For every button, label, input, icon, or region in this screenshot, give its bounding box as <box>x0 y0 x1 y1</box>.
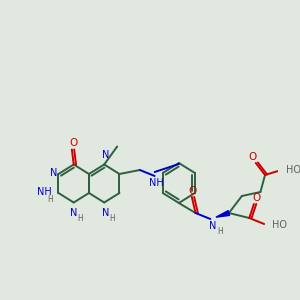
Text: NH: NH <box>149 178 164 188</box>
Text: HO: HO <box>272 220 287 230</box>
Text: N: N <box>209 221 217 231</box>
Text: H: H <box>77 214 83 223</box>
Text: N: N <box>102 151 110 160</box>
Text: O: O <box>248 152 256 162</box>
Text: NH: NH <box>37 187 52 197</box>
Polygon shape <box>216 211 230 217</box>
Text: HO: HO <box>286 165 300 175</box>
Text: O: O <box>189 186 197 196</box>
Text: N: N <box>50 168 58 178</box>
Text: H: H <box>109 214 115 223</box>
Text: O: O <box>253 193 261 203</box>
Text: N: N <box>102 208 110 218</box>
Text: N: N <box>70 208 77 218</box>
Text: O: O <box>70 137 78 148</box>
Text: H: H <box>48 194 53 203</box>
Text: H: H <box>217 227 223 236</box>
